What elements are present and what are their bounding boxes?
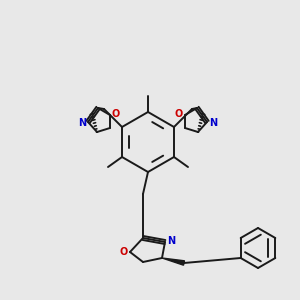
- Polygon shape: [162, 258, 184, 265]
- Text: N: N: [167, 236, 175, 246]
- Text: O: O: [175, 109, 183, 119]
- Text: N: N: [209, 118, 217, 128]
- Text: N: N: [78, 118, 86, 128]
- Text: O: O: [120, 247, 128, 257]
- Text: O: O: [112, 109, 120, 119]
